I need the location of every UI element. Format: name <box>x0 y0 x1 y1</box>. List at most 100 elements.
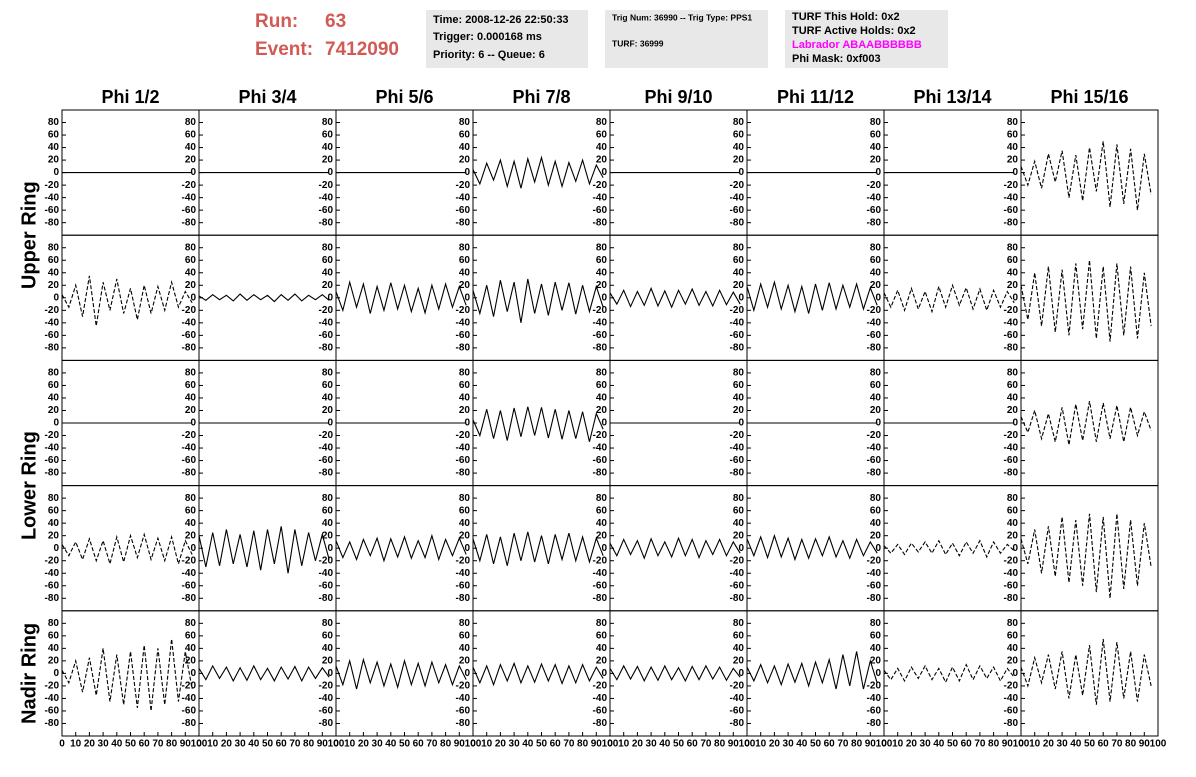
y-tick-label: -60 <box>867 330 882 341</box>
y-tick-label: -20 <box>182 681 197 692</box>
y-tick-label: -80 <box>730 718 745 729</box>
panel-frame <box>198 234 337 361</box>
y-tick-label: 60 <box>322 130 334 141</box>
y-tick-label: 60 <box>870 255 882 266</box>
y-tick-label: -20 <box>867 555 882 566</box>
x-tick-label: 50 <box>1084 739 1096 750</box>
y-tick-label: -60 <box>45 330 60 341</box>
x-tick-label: 60 <box>1098 739 1110 750</box>
y-tick-label: 0 <box>601 167 607 178</box>
panel-frame <box>472 109 611 236</box>
y-tick-label: 40 <box>870 393 882 404</box>
y-tick-label: 60 <box>733 505 745 516</box>
y-tick-label: 20 <box>1007 280 1019 291</box>
x-tick-label: 70 <box>974 739 986 750</box>
y-tick-label: 80 <box>870 618 882 629</box>
y-tick-label: 60 <box>596 630 608 641</box>
x-tick-label: 10 <box>70 739 82 750</box>
info-text: Priority: 6 -- Queue: 6 <box>433 49 545 61</box>
panel-frame <box>61 610 200 737</box>
x-tick-label: 90 <box>1002 739 1014 750</box>
x-tick-label: 50 <box>673 739 685 750</box>
x-tick-label: 80 <box>851 739 863 750</box>
panel-frame <box>61 485 200 612</box>
x-tick-label: 30 <box>372 739 384 750</box>
x-tick-label: 10 <box>207 739 219 750</box>
y-tick-label: 0 <box>190 418 196 429</box>
y-tick-label: -20 <box>182 305 197 316</box>
y-tick-label: 60 <box>733 130 745 141</box>
y-tick-label: -80 <box>730 343 745 354</box>
y-tick-label: -40 <box>1004 192 1019 203</box>
panel-frame <box>609 234 748 361</box>
y-tick-label: -40 <box>593 443 608 454</box>
column-title: Phi 3/4 <box>238 87 296 107</box>
y-tick-label: 80 <box>322 242 334 253</box>
y-tick-label: 80 <box>733 368 745 379</box>
y-tick-label: 60 <box>596 505 608 516</box>
x-tick-label: 60 <box>824 739 836 750</box>
waveform <box>609 536 741 560</box>
x-tick-label: 20 <box>358 739 370 750</box>
y-tick-label: 80 <box>459 242 471 253</box>
y-tick-label: -80 <box>730 468 745 479</box>
y-tick-label: 80 <box>596 493 608 504</box>
y-tick-label: -80 <box>867 343 882 354</box>
x-tick-label: 20 <box>1043 739 1055 750</box>
waveform <box>335 533 467 563</box>
y-tick-label: 20 <box>48 280 60 291</box>
waveform <box>61 638 193 712</box>
waveform <box>1020 400 1152 446</box>
y-tick-label: -80 <box>593 718 608 729</box>
y-tick-label: -60 <box>45 205 60 216</box>
y-tick-label: 80 <box>48 117 60 128</box>
y-tick-label: 40 <box>1007 518 1019 529</box>
panel-frame <box>746 610 885 737</box>
panel-frame <box>335 234 474 361</box>
y-tick-label: 80 <box>459 117 471 128</box>
x-tick-label: 10 <box>1029 739 1041 750</box>
y-tick-label: -80 <box>182 217 197 228</box>
x-tick-label: 60 <box>550 739 562 750</box>
y-tick-label: -60 <box>319 205 334 216</box>
y-tick-label: 60 <box>185 505 197 516</box>
y-tick-label: 0 <box>53 418 59 429</box>
x-tick-label: 70 <box>289 739 301 750</box>
y-tick-label: 40 <box>870 142 882 153</box>
waveform <box>472 661 604 687</box>
y-tick-label: 80 <box>870 117 882 128</box>
y-tick-label: -60 <box>45 706 60 717</box>
y-tick-label: -60 <box>730 580 745 591</box>
y-tick-label: 0 <box>738 668 744 679</box>
waveform <box>198 293 330 303</box>
y-tick-label: 0 <box>1012 668 1018 679</box>
y-tick-label: 0 <box>738 418 744 429</box>
y-tick-label: -20 <box>319 305 334 316</box>
y-tick-label: 60 <box>185 630 197 641</box>
y-tick-label: -20 <box>867 681 882 692</box>
x-tick-label: 80 <box>440 739 452 750</box>
x-tick-label: 100 <box>465 739 482 750</box>
x-tick-label: 30 <box>646 739 658 750</box>
info-text: TURF: 36999 <box>612 38 664 48</box>
column-title: Phi 13/14 <box>913 87 991 107</box>
waveform <box>883 663 1015 684</box>
y-tick-label: 80 <box>596 368 608 379</box>
y-tick-label: 20 <box>459 656 471 667</box>
y-tick-label: -20 <box>1004 430 1019 441</box>
y-tick-label: -60 <box>456 330 471 341</box>
waveform <box>746 279 878 314</box>
y-tick-label: 60 <box>1007 130 1019 141</box>
x-tick-label: 30 <box>1057 739 1069 750</box>
waveform <box>1020 638 1152 705</box>
x-tick-label: 10 <box>755 739 767 750</box>
waveform <box>61 275 193 327</box>
y-tick-label: 60 <box>596 380 608 391</box>
y-tick-label: 80 <box>733 618 745 629</box>
y-tick-label: -20 <box>730 305 745 316</box>
waveform <box>609 286 741 309</box>
y-tick-label: -60 <box>456 580 471 591</box>
y-tick-label: -40 <box>319 568 334 579</box>
row-label: Nadir Ring <box>18 623 40 724</box>
x-tick-label: 100 <box>602 739 619 750</box>
